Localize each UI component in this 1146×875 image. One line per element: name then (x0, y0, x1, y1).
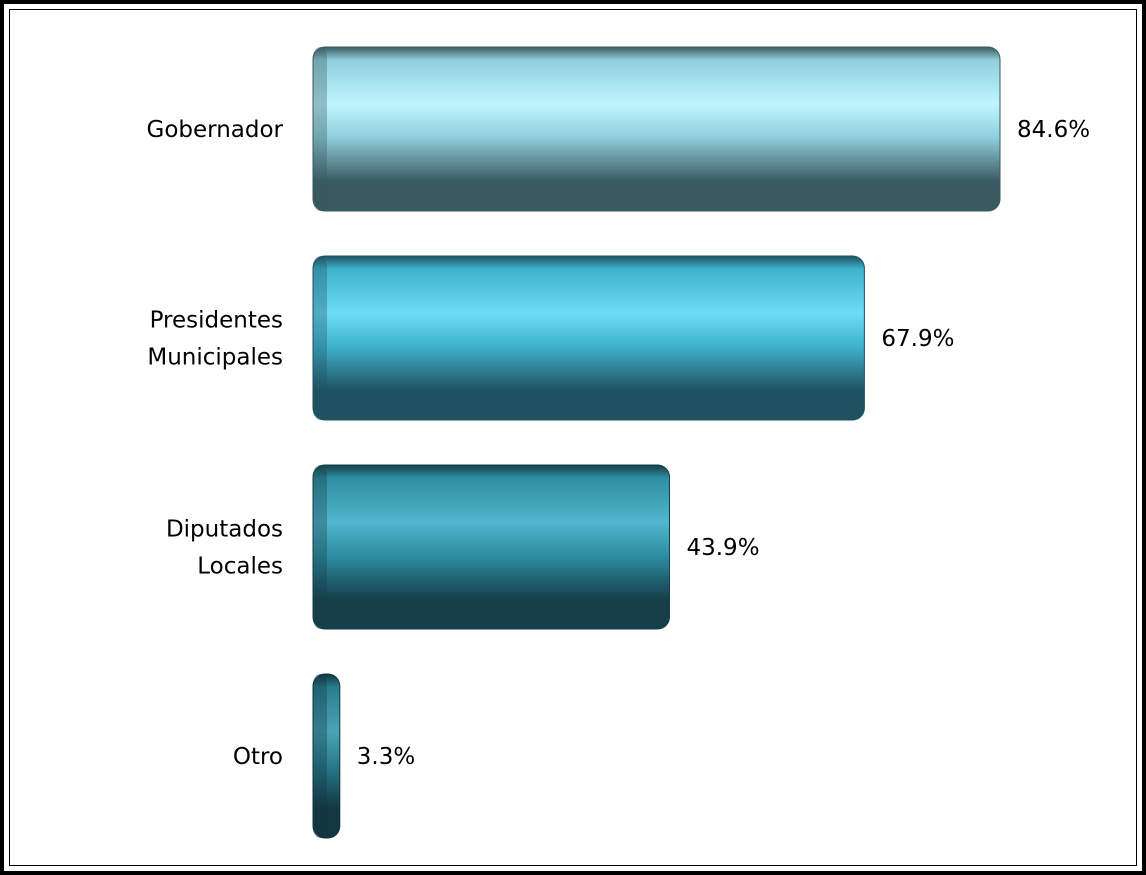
bar-2 (312, 464, 670, 630)
bars-layer (312, 46, 1001, 839)
bar-0 (312, 46, 1001, 212)
value-label-2: 43.9% (686, 535, 759, 561)
bar-cap-0 (313, 47, 327, 211)
labels-layer: Gobernador 84.6% Presidentes Municipales 67.… (147, 117, 1091, 770)
value-label-3: 3.3% (357, 744, 415, 770)
chart-frame-inner-border (9, 9, 1137, 866)
bar-cap-1 (313, 256, 327, 420)
bar-cap-2 (313, 465, 327, 629)
value-label-1: 67.9% (881, 326, 954, 352)
value-label-0: 84.6% (1017, 117, 1090, 143)
bar-1 (312, 255, 865, 421)
category-label-1: Presidentes Municipales (147, 308, 283, 371)
bar-3 (312, 673, 341, 839)
category-label-3: Otro (233, 744, 283, 770)
category-label-0: Gobernador (147, 117, 284, 143)
bar-cap-3 (313, 674, 327, 838)
category-label-2: Diputados Locales (166, 517, 283, 580)
